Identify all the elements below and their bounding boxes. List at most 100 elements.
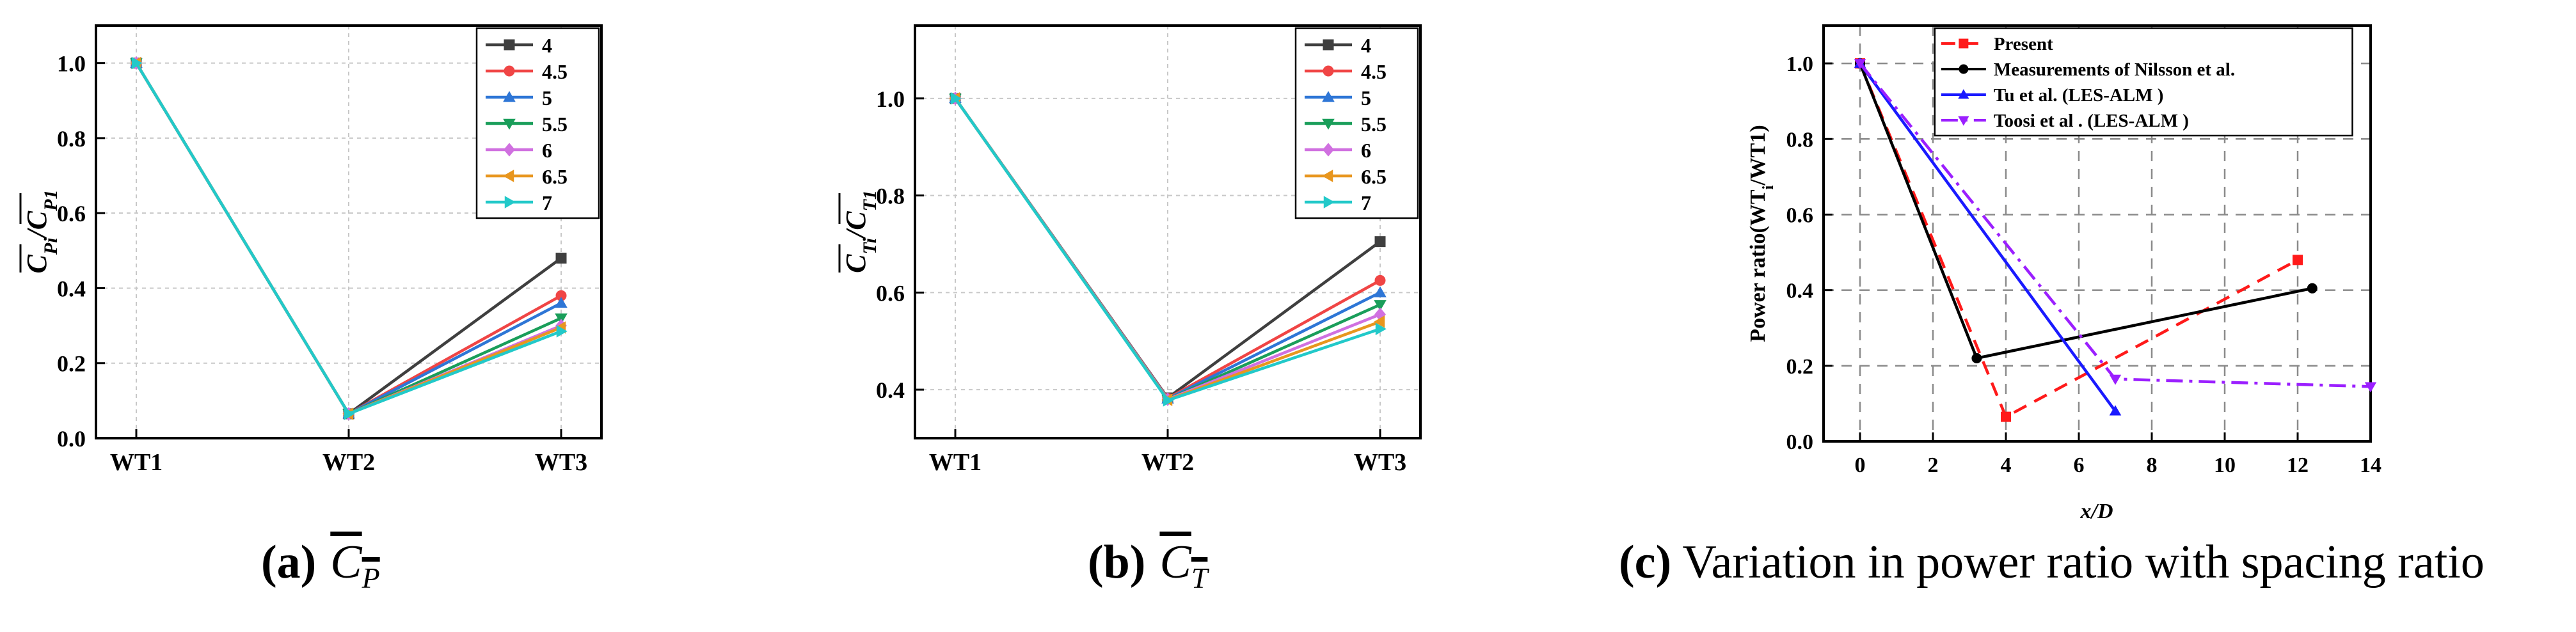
legend-label: 6 bbox=[542, 139, 552, 162]
data-point bbox=[1374, 300, 1387, 312]
data-point bbox=[344, 407, 355, 420]
legend-c: Present Measurements of Nilsson et al. Tu … bbox=[1934, 27, 2353, 137]
y-tick-label: 1.0 bbox=[1786, 52, 1814, 76]
chart-panel-c: 0 2 4 6 8 10 12 14 0.0 0.2 0.4 0.6 0.8 1.0 Present Mea… bbox=[1746, 24, 2381, 523]
caption-a-label: (a) bbox=[261, 536, 317, 589]
legend-a: 4 4.5 5 5.5 6 6.5 7 bbox=[475, 27, 600, 219]
data-point bbox=[950, 92, 962, 105]
legend-label: 5.5 bbox=[1361, 113, 1387, 136]
data-point bbox=[1375, 322, 1387, 336]
svg-text:CTi/CT1: CTi/CT1 bbox=[840, 190, 880, 273]
legend-marker bbox=[504, 143, 515, 157]
x-tick-label: 0 bbox=[1855, 454, 1866, 477]
legend-marker bbox=[1959, 64, 1969, 74]
legend-marker bbox=[1322, 118, 1335, 130]
x-tick-label: 6 bbox=[2074, 454, 2085, 477]
x-tick-label: WT3 bbox=[1354, 449, 1406, 476]
series-line bbox=[1859, 62, 2117, 413]
y-tick-label: 0.8 bbox=[876, 184, 905, 209]
legend-marker bbox=[503, 118, 516, 130]
legend-marker bbox=[1322, 91, 1335, 102]
y-tick-label: 1.0 bbox=[876, 86, 905, 112]
legend-label: Measurements of Nilsson et al. bbox=[1994, 59, 2235, 80]
data-point bbox=[555, 253, 567, 264]
legend-box bbox=[1934, 27, 2353, 137]
x-tick-label: 4 bbox=[2001, 454, 2012, 477]
chart-panel-a: WT1 WT2 WT3 0.0 0.2 0.4 0.6 0.8 1.0 4 4.5 5 5.5 6 6.5… bbox=[19, 24, 603, 476]
caption-b: (b) CT bbox=[1088, 539, 1207, 593]
caption-b-symbol: CT bbox=[1159, 536, 1208, 594]
y-tick-label: 0.8 bbox=[57, 126, 86, 152]
data-point bbox=[1374, 315, 1385, 328]
data-point bbox=[2293, 255, 2303, 265]
x-tick-label: WT2 bbox=[322, 449, 375, 476]
legend-b: 4 4.5 5 5.5 6 6.5 7 bbox=[1294, 27, 1419, 219]
data-point bbox=[1854, 59, 1866, 70]
legend-label: 6.5 bbox=[1361, 165, 1387, 188]
data-point bbox=[131, 56, 143, 70]
caption-a: (a) CP bbox=[261, 539, 380, 593]
x-tick-label: WT1 bbox=[929, 449, 982, 476]
legend-marker bbox=[1958, 116, 1969, 126]
x-axis-label-c: x/D bbox=[2080, 500, 2113, 523]
legend-label: 4.5 bbox=[1361, 60, 1387, 83]
legend-label: 7 bbox=[542, 191, 552, 214]
y-tick-label: 1.0 bbox=[57, 51, 86, 77]
caption-a-symbol: CP bbox=[330, 536, 380, 594]
data-point bbox=[1374, 236, 1386, 248]
caption-b-label: (b) bbox=[1088, 536, 1146, 589]
y-tick-label: 0.6 bbox=[876, 280, 905, 306]
data-point bbox=[1374, 274, 1386, 286]
caption-c-label: (c) bbox=[1619, 536, 1672, 589]
y-tick-label: 0.8 bbox=[1786, 128, 1814, 152]
y-axis-label-a: CPi/CP1 bbox=[19, 190, 61, 274]
data-point bbox=[1163, 394, 1174, 407]
legend-label: 6 bbox=[1361, 139, 1371, 162]
legend-marker bbox=[503, 170, 514, 182]
legend-label: 5 bbox=[542, 86, 552, 109]
caption-c-text: Variation in power ratio with spacing ra… bbox=[1682, 536, 2485, 589]
legend-label: 5.5 bbox=[542, 113, 568, 136]
legend-marker bbox=[1958, 89, 1969, 99]
legend-label: 4 bbox=[1361, 34, 1371, 57]
y-tick-label: 0.6 bbox=[1786, 203, 1814, 227]
svg-text:Power ratio(WTi/WT1): Power ratio(WTi/WT1) bbox=[1746, 125, 1777, 342]
data-point bbox=[555, 297, 568, 308]
legend-marker bbox=[1323, 196, 1335, 209]
legend-label: 4.5 bbox=[542, 60, 568, 83]
y-axis-label-b: CTi/CT1 bbox=[838, 190, 880, 273]
legend-label: Toosi et al . (LES-ALM ) bbox=[1994, 111, 2189, 131]
x-tick-label: 12 bbox=[2287, 454, 2309, 477]
x-tick-label: 8 bbox=[2147, 454, 2158, 477]
legend-marker bbox=[1323, 143, 1334, 157]
legend-marker bbox=[1322, 170, 1333, 182]
y-tick-label: 0.4 bbox=[876, 377, 905, 403]
data-point bbox=[556, 325, 568, 338]
y-axis-label-c: Power ratio(WTi/WT1) bbox=[1746, 125, 1777, 342]
svg-text:CPi/CP1: CPi/CP1 bbox=[21, 190, 61, 274]
x-tick-label: WT2 bbox=[1141, 449, 1194, 476]
data-point bbox=[2307, 283, 2318, 294]
legend-box bbox=[475, 27, 600, 219]
chart-panel-b: WT1 WT2 WT3 0.4 0.6 0.8 1.0 4 4.5 5 5.5 6 6.5 7 CTi/… bbox=[838, 24, 1422, 476]
y-tick-label: 0.0 bbox=[1786, 431, 1814, 454]
x-tick-label: WT3 bbox=[535, 449, 587, 476]
legend-marker bbox=[1959, 38, 1969, 49]
data-point bbox=[2109, 405, 2122, 416]
data-point bbox=[2364, 382, 2377, 393]
legend-marker bbox=[504, 65, 515, 77]
legend-label: Present bbox=[1994, 34, 2053, 54]
legend-label: 5 bbox=[1361, 86, 1371, 109]
legend-label: 6.5 bbox=[542, 165, 568, 188]
legend-marker bbox=[504, 196, 516, 209]
legend-label: Tu et al. (LES-ALM ) bbox=[1994, 85, 2164, 106]
x-tick-label: WT1 bbox=[110, 449, 163, 476]
data-point bbox=[555, 290, 567, 301]
legend-label: 7 bbox=[1361, 191, 1371, 214]
y-tick-label: 0.2 bbox=[57, 351, 86, 377]
data-point bbox=[2001, 411, 2011, 422]
x-tick-label: 10 bbox=[2214, 454, 2236, 477]
x-tick-label: 2 bbox=[1928, 454, 1939, 477]
y-tick-label: 0.4 bbox=[57, 276, 86, 301]
plot-frame-c bbox=[1822, 24, 2372, 443]
